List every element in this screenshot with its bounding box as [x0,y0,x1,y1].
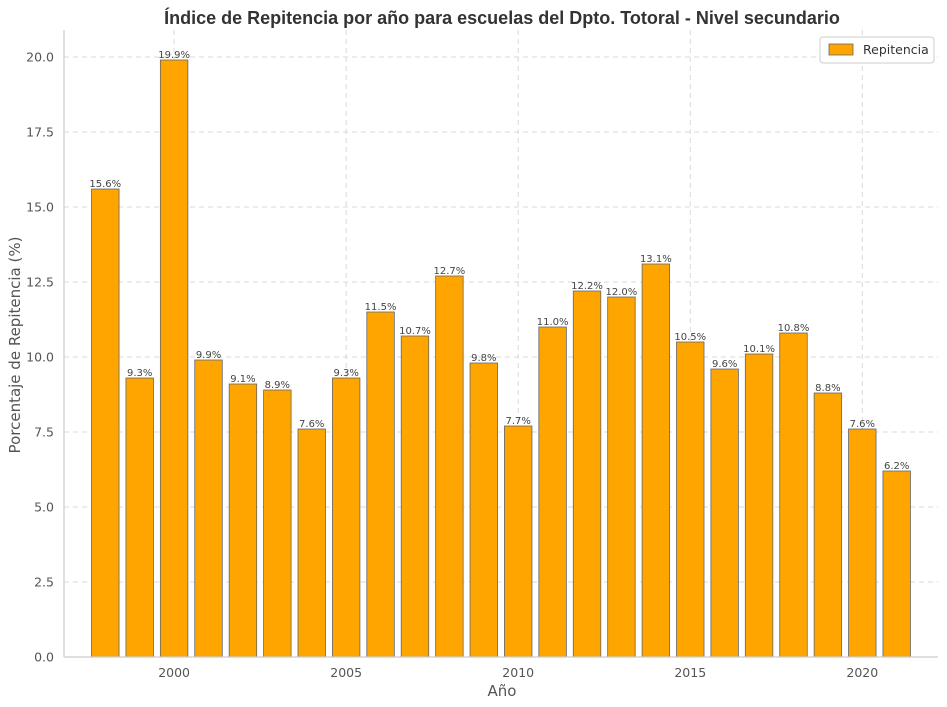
legend-box [819,36,935,64]
data-label: 7.6% [299,419,324,430]
axes [63,30,938,658]
data-label: 9.3% [333,368,358,379]
data-label: 19.9% [158,50,190,61]
data-label: 9.6% [712,359,737,370]
y-tick-label: 12.5 [26,275,54,290]
x-tick-label: 2015 [674,665,706,680]
bar [159,59,189,658]
bar [848,428,877,658]
data-label: 10.1% [743,344,775,355]
data-label: 7.7% [506,416,531,427]
y-tick-label: 7.5 [34,425,54,440]
bar [400,335,430,658]
data-label: 7.6% [850,419,875,430]
data-label: 13.1% [640,254,672,265]
data-label: 8.8% [815,383,840,394]
x-tick-label: 2000 [158,665,190,680]
bar [744,353,774,658]
data-label: 6.2% [884,461,909,472]
data-label: 10.8% [778,323,810,334]
bar [882,470,911,658]
data-label: 15.6% [89,179,121,190]
data-label: 9.1% [230,374,255,385]
data-labels: 15.6% 9.3% 19.9% 9.9% 9.1% 8.9% 7.6% 9.3% 11.5% 1… [89,50,909,472]
bar [228,383,258,658]
bar [538,326,567,658]
bar [607,296,636,658]
y-tick-label: 5.0 [34,500,54,515]
data-label: 8.9% [265,380,290,391]
y-tick-label: 2.5 [34,575,54,590]
x-tick-label: 2020 [846,665,878,680]
bar [641,263,671,658]
data-label: 9.3% [127,368,152,379]
data-label: 9.8% [471,353,496,364]
bars [91,59,911,658]
bar [263,389,292,658]
data-label: 12.2% [571,281,603,292]
x-axis-label: Año [488,682,517,700]
data-label: 12.7% [433,266,465,277]
bar [366,311,395,658]
bar [331,377,361,658]
bar [504,425,533,658]
data-label: 10.5% [674,332,706,343]
data-label: 11.5% [365,302,397,313]
bar [125,377,154,658]
bar [779,332,808,658]
data-label: 9.9% [196,350,221,361]
chart-title: Índice de Repitencia por año para escuel… [164,7,840,28]
x-tick-label: 2010 [502,665,534,680]
bar [710,368,739,658]
data-label: 12.0% [606,287,638,298]
data-label: 11.0% [537,317,569,328]
y-tick-label: 10.0 [26,350,54,365]
legend-swatch [828,43,854,56]
bar [572,290,602,658]
tick-labels: 0.0 2.5 5.0 7.5 10.0 12.5 15.0 17.5 20.0 2000 2005… [26,50,878,681]
x-tick-label: 2005 [330,665,362,680]
bar [676,341,705,658]
bar [91,188,120,658]
data-label: 10.7% [399,326,431,337]
y-tick-label: 15.0 [26,200,54,215]
legend: Repitencia [819,36,935,64]
y-tick-label: 17.5 [26,125,54,140]
y-tick-label: 20.0 [26,50,54,65]
bar [297,428,326,658]
bar [194,359,223,658]
bar [469,362,498,658]
legend-label: Repitencia [863,42,929,57]
bar [813,392,843,658]
bar [435,275,464,658]
y-tick-label: 0.0 [34,650,54,665]
y-axis-label: Porcentaje de Repitencia (%) [6,237,24,454]
